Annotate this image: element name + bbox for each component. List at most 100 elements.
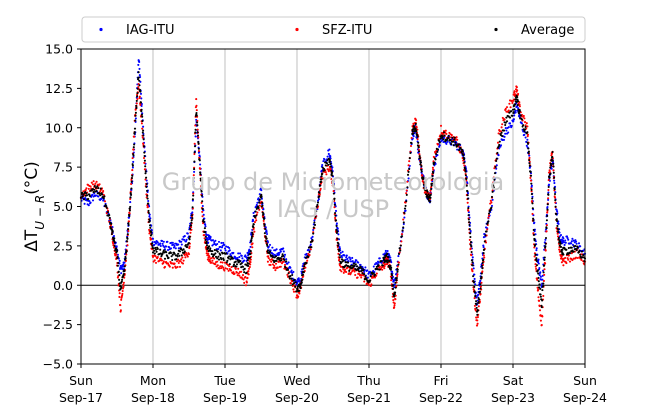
- y-axis-title-main: ΔT: [22, 229, 42, 252]
- data-point: [246, 259, 249, 262]
- data-point: [147, 202, 150, 205]
- data-point: [130, 187, 133, 190]
- data-point: [279, 257, 282, 260]
- data-point: [111, 230, 114, 233]
- data-point: [184, 256, 187, 259]
- data-point: [419, 163, 422, 166]
- data-point: [265, 230, 268, 234]
- data-point: [431, 177, 434, 180]
- data-point: [538, 309, 542, 312]
- data-point: [326, 155, 329, 158]
- data-point: [189, 231, 192, 234]
- data-point: [438, 141, 441, 144]
- data-point: [302, 267, 305, 270]
- data-point: [116, 255, 119, 258]
- data-point: [276, 266, 279, 269]
- data-point: [475, 324, 479, 327]
- data-point: [144, 165, 147, 168]
- data-point: [84, 188, 87, 191]
- x-tick-label-date: Sep-18: [131, 390, 175, 405]
- data-point: [514, 111, 517, 114]
- data-point: [285, 258, 288, 261]
- data-point: [567, 247, 570, 250]
- data-point: [405, 193, 408, 196]
- data-point: [524, 136, 527, 139]
- data-point: [217, 247, 220, 251]
- data-point: [538, 274, 541, 277]
- data-point: [167, 256, 170, 259]
- data-point: [102, 198, 105, 201]
- data-point: [348, 256, 351, 259]
- data-point: [510, 124, 513, 127]
- data-point: [260, 189, 263, 192]
- data-point: [400, 235, 404, 238]
- data-point: [324, 164, 327, 167]
- data-point: [223, 243, 226, 246]
- data-point: [301, 273, 305, 276]
- data-point: [108, 214, 111, 217]
- data-point: [134, 114, 137, 117]
- data-point: [251, 231, 254, 234]
- data-point: [554, 191, 557, 194]
- data-point: [333, 197, 336, 200]
- data-point: [398, 247, 401, 250]
- data-point: [539, 295, 542, 298]
- data-point: [130, 182, 133, 186]
- data-point: [241, 274, 245, 277]
- data-point: [127, 216, 131, 219]
- data-point: [558, 248, 561, 251]
- data-point: [294, 281, 297, 284]
- data-point: [253, 221, 257, 224]
- data-point: [552, 169, 555, 172]
- data-point: [343, 268, 347, 271]
- data-point: [548, 170, 551, 174]
- data-point: [120, 272, 123, 275]
- data-point: [332, 179, 335, 182]
- data-point: [88, 200, 91, 203]
- data-point: [496, 141, 500, 144]
- data-point: [249, 261, 252, 264]
- data-point: [530, 193, 533, 196]
- data-point: [253, 230, 256, 233]
- data-point: [334, 214, 337, 217]
- data-point: [418, 150, 421, 153]
- data-point: [473, 297, 476, 300]
- data-point: [538, 299, 541, 302]
- data-point: [406, 180, 409, 183]
- data-point: [477, 287, 480, 290]
- legend-marker: [295, 27, 299, 32]
- data-point: [110, 232, 113, 236]
- data-point: [204, 238, 207, 241]
- data-point: [306, 259, 309, 262]
- data-point: [467, 218, 470, 221]
- data-point: [258, 208, 261, 211]
- data-point: [463, 158, 466, 161]
- data-point: [500, 131, 503, 134]
- data-point: [188, 235, 191, 238]
- y-tick-label: 0.0: [53, 278, 73, 293]
- data-point: [554, 201, 557, 204]
- data-point: [282, 254, 285, 257]
- data-point: [418, 157, 422, 160]
- data-point: [171, 253, 174, 256]
- data-point: [95, 189, 98, 193]
- data-point: [477, 305, 480, 308]
- data-point: [119, 304, 122, 307]
- data-point: [468, 228, 471, 231]
- data-point: [476, 316, 479, 319]
- data-point: [533, 246, 536, 249]
- data-point: [124, 257, 127, 260]
- data-point: [504, 132, 507, 135]
- data-point: [536, 253, 539, 256]
- data-point: [553, 179, 556, 182]
- data-point: [178, 265, 182, 268]
- data-point: [251, 246, 254, 249]
- data-point: [133, 131, 136, 134]
- data-point: [418, 155, 421, 158]
- data-point: [223, 269, 226, 272]
- data-point: [534, 263, 537, 266]
- data-point: [162, 240, 165, 243]
- data-point: [364, 275, 367, 278]
- x-tick-label-date: Sep-20: [275, 390, 319, 405]
- data-point: [319, 180, 323, 184]
